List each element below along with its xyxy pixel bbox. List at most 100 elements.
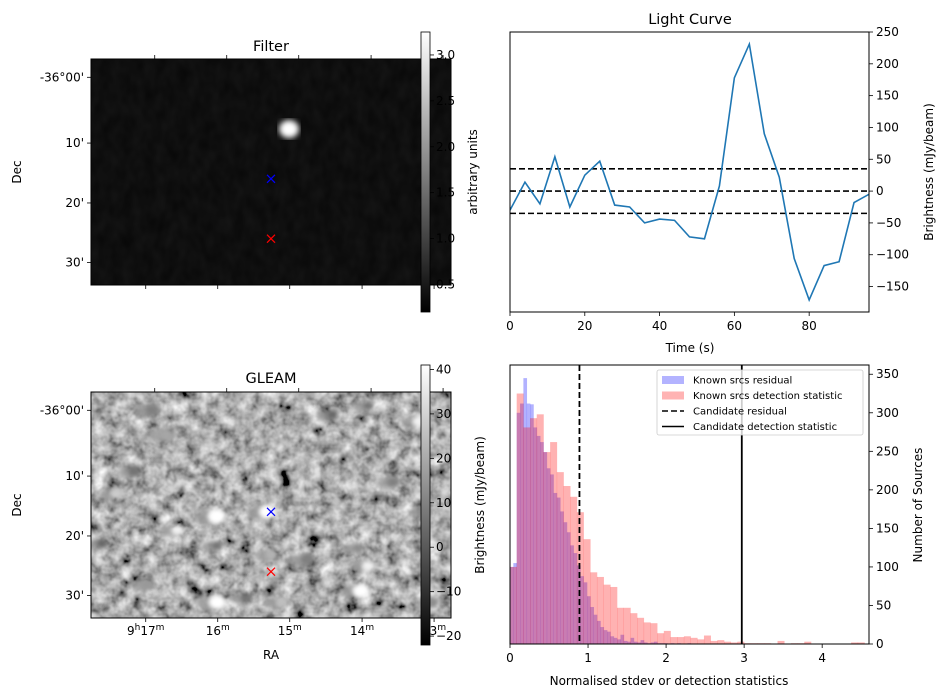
source-blob xyxy=(352,583,370,598)
dec-tick-label: 20' xyxy=(65,529,84,543)
colorbar-tick-label: 10 xyxy=(436,496,451,510)
source-blob xyxy=(96,538,108,549)
light-curve-xlabel: Time (s) xyxy=(665,341,715,355)
histogram-bar xyxy=(663,630,671,644)
histogram-bar xyxy=(553,492,558,644)
histogram-bar xyxy=(593,614,598,644)
histogram-bar xyxy=(613,637,618,644)
gleam-ylabel: Dec xyxy=(10,493,24,516)
dec-tick-label: 10' xyxy=(65,469,84,483)
filter-colorbar-label: arbitrary units xyxy=(466,129,480,215)
histogram-bar xyxy=(650,623,658,644)
x-tick-label: 3 xyxy=(740,651,748,665)
histogram-bar xyxy=(610,586,618,644)
histogram-bar xyxy=(697,639,705,644)
marker-blue-cross xyxy=(266,174,276,184)
histogram-bar xyxy=(690,637,698,644)
histogram-bar xyxy=(550,474,554,644)
histogram-bar xyxy=(590,572,598,644)
histogram-bar xyxy=(516,412,521,644)
source-blob xyxy=(145,403,160,417)
source-blob xyxy=(142,578,155,590)
histogram-bar xyxy=(620,634,625,644)
cross-stroke xyxy=(266,174,276,184)
histogram-legend: Known srcs residual Known srcs detection … xyxy=(656,369,864,436)
histogram-bar xyxy=(683,636,691,644)
light-curve-series xyxy=(510,41,869,303)
light-curve-title: Light Curve xyxy=(648,12,732,28)
histogram-bar xyxy=(560,511,564,644)
histogram-bar xyxy=(607,631,611,644)
histogram-bar xyxy=(596,576,604,644)
y-tick-label: 250 xyxy=(876,25,899,39)
histogram-bar xyxy=(543,452,548,644)
source-blob xyxy=(159,428,174,442)
ra-tick-label: 14m xyxy=(350,623,374,638)
histogram-x-axis: 0 1 2 3 4 xyxy=(506,644,826,665)
colorbar-tick-label: 2.0 xyxy=(436,140,455,154)
histogram-bar xyxy=(633,641,638,644)
histogram-y-axis: 0 50 100 150 200 250 300 350 xyxy=(869,367,899,651)
legend-entry: Candidate detection statistic xyxy=(662,422,837,433)
y-tick-label: 150 xyxy=(876,89,899,103)
histogram-bar xyxy=(857,642,865,644)
histogram-bar xyxy=(630,613,638,644)
cross-stroke xyxy=(266,234,276,244)
x-tick-label: 2 xyxy=(662,651,670,665)
y-tick-label: 0 xyxy=(876,184,884,198)
histogram-ylabel: Number of Sources xyxy=(911,448,925,563)
histogram-bar xyxy=(587,596,591,644)
histogram-panel: 0 1 2 3 4 0 50 100 150 200 250 300 350 Normalised s… xyxy=(506,364,925,688)
histogram-bar xyxy=(597,620,601,644)
x-tick-label: 40 xyxy=(652,319,667,333)
source-blob xyxy=(279,120,299,138)
colorbar-tick-label: −20 xyxy=(436,629,461,643)
source-blob xyxy=(264,549,278,561)
histogram-bar xyxy=(703,635,711,644)
source-blob xyxy=(208,508,226,524)
gleam-colorbar-label: Brightness (mJy/beam) xyxy=(473,436,487,574)
gleam-dec-axis: -36°00' 10' 20' 30' xyxy=(40,403,91,602)
y-tick-label: 150 xyxy=(876,521,899,535)
gleam-title: GLEAM xyxy=(246,371,297,387)
filter-dec-axis: -36°00' 10' 20' 30' xyxy=(40,70,91,269)
x-tick-label: 0 xyxy=(506,651,514,665)
y-tick-label: 50 xyxy=(876,598,891,612)
y-tick-label: −50 xyxy=(876,216,901,230)
filter-ra-axis xyxy=(145,55,444,289)
histogram-bar xyxy=(556,497,561,644)
y-tick-label: 300 xyxy=(876,406,899,420)
colorbar-tick-label: 30 xyxy=(436,407,451,421)
histogram-bar xyxy=(563,522,568,644)
source-blob xyxy=(171,524,184,536)
histogram-bar xyxy=(556,472,564,644)
marker-red-cross xyxy=(266,234,276,244)
x-tick-label: 4 xyxy=(818,651,826,665)
histogram-bar xyxy=(513,563,517,644)
colorbar-tick-label: 3.0 xyxy=(436,48,455,62)
histogram-bar xyxy=(546,468,551,644)
histogram-bar xyxy=(530,404,534,644)
dec-tick-label: 30' xyxy=(65,255,84,269)
histogram-bar xyxy=(643,622,651,644)
legend-entry: Known srcs residual xyxy=(662,376,792,387)
histogram-bar xyxy=(583,539,591,644)
colorbar-tick-label: 2.5 xyxy=(436,94,455,108)
cross-stroke xyxy=(266,567,276,577)
filter-colorbar-ticks: 0.5 1.0 1.5 2.0 2.5 3.0 xyxy=(430,48,455,291)
histogram-bar xyxy=(617,639,621,644)
histogram-bar xyxy=(804,641,812,644)
histogram-bar xyxy=(536,435,541,644)
histogram-bar xyxy=(643,642,648,644)
source-blob xyxy=(387,477,400,488)
legend-label: Known srcs detection statistic xyxy=(693,391,842,402)
y-tick-label: 200 xyxy=(876,57,899,71)
legend-swatch xyxy=(662,391,684,400)
histogram-bar xyxy=(550,442,558,644)
y-tick-label: −100 xyxy=(876,248,909,262)
source-blob xyxy=(109,488,123,500)
filter-image xyxy=(91,59,451,285)
dec-tick-label: -36°00' xyxy=(40,403,84,417)
ra-minutes-unit: m xyxy=(437,623,446,633)
histogram-bar xyxy=(580,576,584,644)
